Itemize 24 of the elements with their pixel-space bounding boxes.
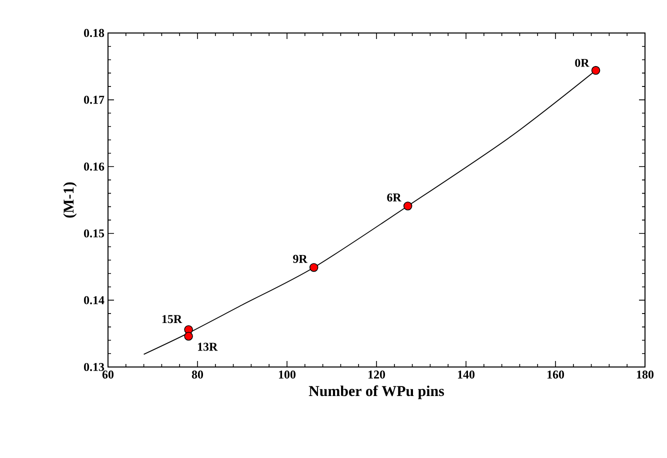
x-tick-label: 160	[547, 370, 564, 379]
x-tick-label: 180	[636, 370, 654, 379]
y-tick-label: 0.15	[84, 229, 104, 238]
y-tick-label: 0.17	[84, 96, 104, 104]
annotation: 9R	[293, 254, 308, 263]
y-tick-label: 0.13	[84, 362, 104, 372]
x-tick-label: 80	[192, 370, 204, 379]
x-tick-label: 100	[278, 370, 296, 379]
x-tick-label: 120	[368, 370, 386, 379]
point	[309, 263, 318, 272]
y-tick-label: 0.14	[84, 296, 104, 304]
x-axis-title: Number of WPu pins	[308, 385, 444, 400]
annotation: 15R	[162, 315, 182, 324]
x-tick-label: 140	[458, 370, 475, 379]
x-tick-label: 60	[102, 370, 114, 379]
annotation: 0R	[575, 58, 590, 67]
point	[591, 66, 600, 75]
annotation: 6R	[387, 193, 402, 202]
y-axis-title: (M-1)	[63, 182, 77, 218]
y-tick-label: 0.18	[84, 28, 104, 38]
annotation: 13R	[198, 342, 218, 351]
y-tick-label: 0.16	[84, 162, 104, 171]
point	[403, 202, 412, 210]
point	[184, 332, 193, 341]
